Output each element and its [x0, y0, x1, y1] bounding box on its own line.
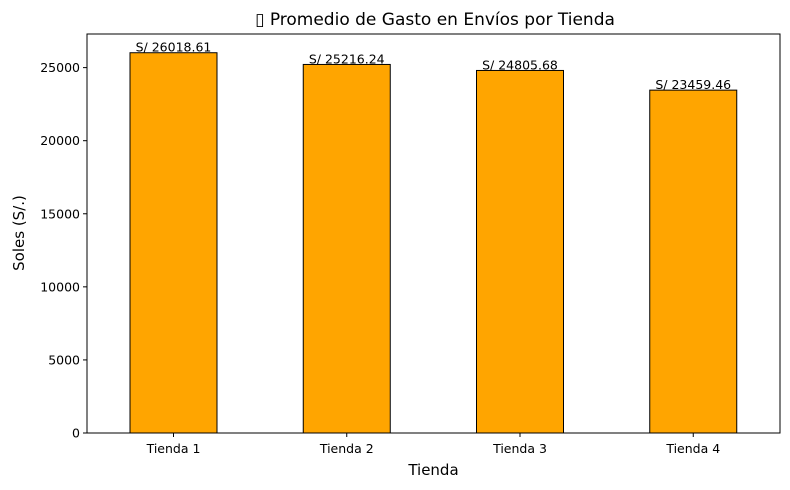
data-label-3: S/ 24805.68	[482, 57, 558, 72]
x-tick-label-3: Tienda 3	[492, 441, 547, 456]
bar-4	[649, 89, 738, 434]
bar-2	[302, 63, 391, 434]
y-tick-label-0: 0	[72, 426, 80, 441]
data-labels-layer: S/ 26018.61 S/ 25216.24 S/ 24805.68 S/ 2345…	[136, 40, 732, 92]
y-axis: 0 5000 10000 15000 20000 25000	[40, 60, 87, 441]
x-tick-label-1: Tienda 1	[146, 441, 201, 456]
x-tick-label-4: Tienda 4	[665, 441, 720, 456]
y-tick-label-4: 20000	[40, 133, 80, 148]
x-axis-label: Tienda	[407, 461, 458, 479]
bar-1	[129, 52, 218, 434]
chart-title: ▯ Promedio de Gasto en Envíos por Tienda	[255, 10, 615, 30]
data-label-2: S/ 25216.24	[309, 51, 385, 66]
y-tick-label-2: 10000	[40, 279, 80, 294]
y-axis-label: Soles (S/.)	[10, 195, 28, 271]
x-axis: Tienda 1 Tienda 2 Tienda 3 Tienda 4	[146, 433, 720, 456]
x-tick-label-2: Tienda 2	[319, 441, 374, 456]
bars-layer	[129, 52, 738, 434]
bar-3	[476, 69, 564, 434]
data-label-4: S/ 23459.46	[655, 77, 731, 92]
y-tick-label-3: 15000	[40, 206, 80, 221]
plot-area-frame	[86, 33, 781, 434]
y-tick-label-1: 5000	[48, 352, 80, 367]
data-label-1: S/ 26018.61	[136, 40, 212, 55]
y-tick-label-5: 25000	[40, 60, 80, 75]
